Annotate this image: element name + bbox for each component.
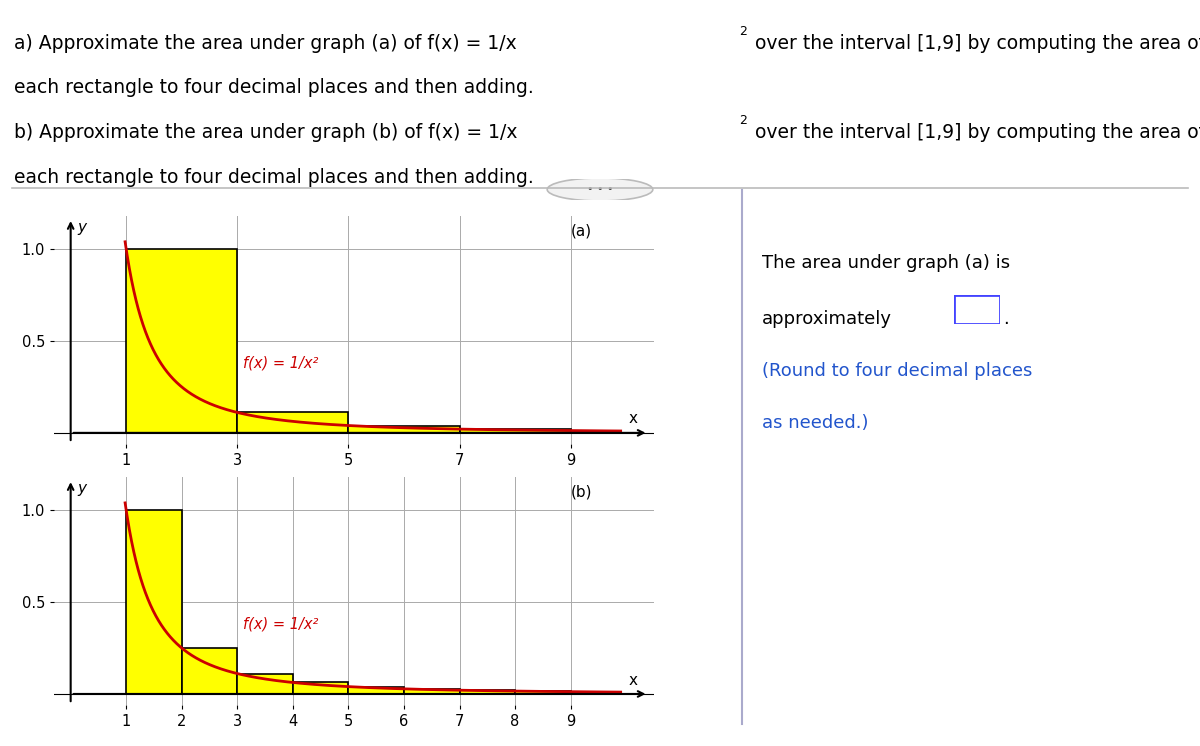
- Bar: [238, 413, 348, 433]
- Bar: [515, 691, 571, 694]
- Text: f(x) = 1/x²: f(x) = 1/x²: [242, 356, 318, 371]
- Text: approximately: approximately: [762, 310, 892, 327]
- Bar: [348, 686, 404, 694]
- Text: x: x: [629, 673, 638, 688]
- Bar: [460, 429, 571, 433]
- Bar: [404, 689, 460, 694]
- Text: over the interval [1,9] by computing the area of: over the interval [1,9] by computing the…: [749, 34, 1200, 52]
- Bar: [126, 510, 181, 694]
- Text: 2: 2: [739, 25, 748, 37]
- Text: f(x) = 1/x²: f(x) = 1/x²: [242, 617, 318, 632]
- Bar: [460, 690, 515, 694]
- Text: (Round to four decimal places: (Round to four decimal places: [762, 362, 1032, 380]
- Text: .: .: [1003, 310, 1009, 327]
- Text: 2: 2: [739, 114, 748, 127]
- Text: • • •: • • •: [587, 184, 613, 195]
- Bar: [126, 249, 238, 433]
- Text: as needed.): as needed.): [762, 414, 869, 432]
- Text: over the interval [1,9] by computing the area of: over the interval [1,9] by computing the…: [749, 123, 1200, 142]
- Text: (a): (a): [571, 224, 592, 239]
- Text: y: y: [77, 220, 86, 235]
- Text: x: x: [629, 412, 638, 427]
- Text: each rectangle to four decimal places and then adding.: each rectangle to four decimal places an…: [14, 168, 534, 186]
- Text: each rectangle to four decimal places and then adding.: each rectangle to four decimal places an…: [14, 78, 534, 97]
- Text: The area under graph (a) is: The area under graph (a) is: [762, 254, 1010, 272]
- Bar: [238, 674, 293, 694]
- Text: y: y: [77, 481, 86, 496]
- Ellipse shape: [547, 178, 653, 201]
- Text: b) Approximate the area under graph (b) of f(x) = 1/x: b) Approximate the area under graph (b) …: [14, 123, 518, 142]
- Text: a) Approximate the area under graph (a) of f(x) = 1/x: a) Approximate the area under graph (a) …: [14, 34, 517, 52]
- Text: (b): (b): [571, 485, 592, 500]
- Bar: [293, 683, 348, 694]
- Bar: [181, 648, 238, 694]
- Bar: [348, 425, 460, 433]
